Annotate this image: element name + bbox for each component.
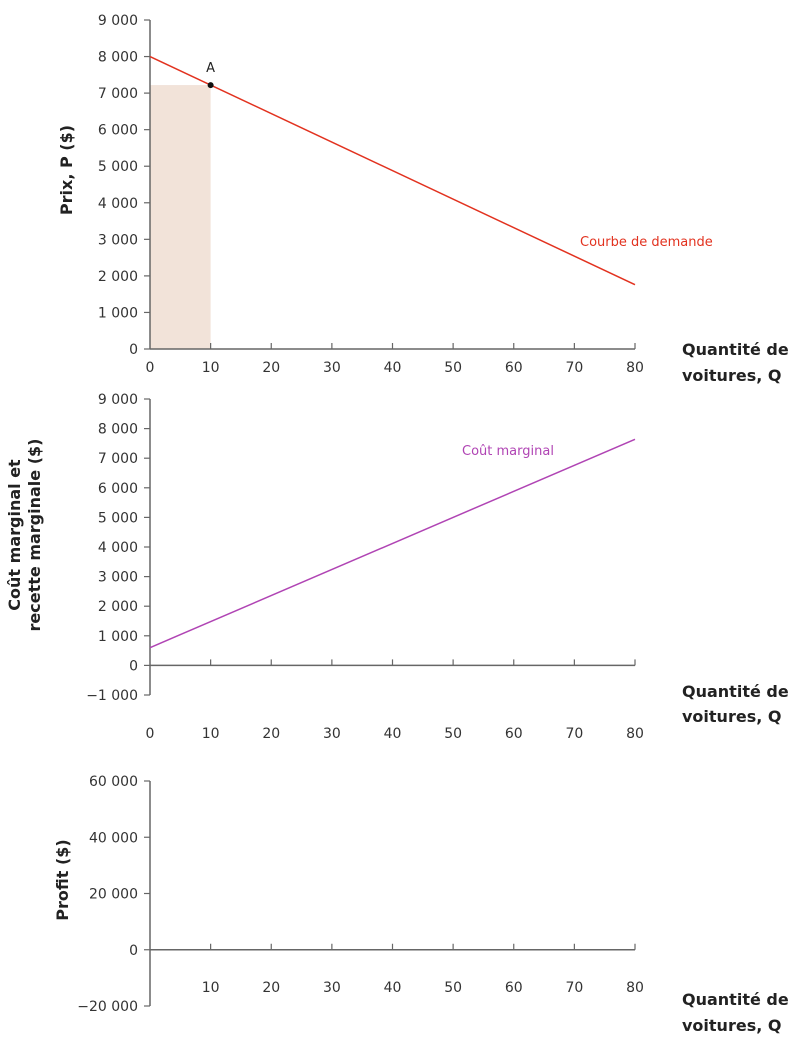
point-marker: [207, 82, 214, 89]
y-tick-label: 9 000: [98, 392, 138, 408]
x-tick-label: 20: [262, 726, 280, 742]
x-tick-label: 60: [505, 360, 523, 376]
y-tick-label: 40 000: [89, 830, 138, 846]
x-tick-label: 60: [505, 726, 523, 742]
x-tick-label: 20: [262, 360, 280, 376]
y-tick-label: 20 000: [89, 887, 138, 903]
y-tick-label: 0: [129, 658, 138, 674]
revenue-area: [150, 85, 211, 350]
y-tick-label: 3 000: [98, 232, 138, 248]
x-axis-label: voitures, Q: [682, 366, 781, 385]
y-tick-label: 2 000: [98, 269, 138, 285]
y-tick-label: 6 000: [98, 481, 138, 497]
x-tick-label: 30: [323, 980, 341, 996]
y-tick-label: −20 000: [77, 999, 138, 1015]
x-tick-label: 70: [565, 360, 583, 376]
y-tick-label: 8 000: [98, 422, 138, 438]
x-tick-label: 40: [384, 360, 402, 376]
x-tick-label: 10: [202, 980, 220, 996]
x-tick-label: 0: [146, 360, 155, 376]
y-tick-label: 60 000: [89, 774, 138, 790]
x-tick-label: 40: [384, 726, 402, 742]
y-tick-label: 7 000: [98, 451, 138, 467]
y-tick-label: 4 000: [98, 540, 138, 556]
x-axis-label: Quantité de: [682, 990, 789, 1009]
y-tick-label: 2 000: [98, 599, 138, 615]
y-tick-label: 7 000: [98, 86, 138, 102]
y-tick-label: 0: [129, 943, 138, 959]
y-axis-label: Prix, P ($): [57, 125, 76, 215]
point-label: A: [206, 61, 215, 76]
x-tick-label: 70: [565, 726, 583, 742]
x-tick-label: 60: [505, 980, 523, 996]
y-tick-label: 6 000: [98, 123, 138, 139]
y-axis-label: Profit ($): [53, 839, 72, 920]
y-tick-label: 1 000: [98, 629, 138, 645]
x-tick-label: 10: [202, 360, 220, 376]
x-axis-label: voitures, Q: [682, 707, 781, 726]
y-axis-label: Coût marginal et: [5, 459, 24, 611]
y-tick-label: 5 000: [98, 159, 138, 175]
x-tick-label: 80: [626, 360, 644, 376]
y-tick-label: 1 000: [98, 305, 138, 321]
y-tick-label: 5 000: [98, 510, 138, 526]
y-tick-label: 9 000: [98, 13, 138, 29]
y-tick-label: 3 000: [98, 570, 138, 586]
y-tick-label: 8 000: [98, 50, 138, 66]
x-tick-label: 40: [384, 980, 402, 996]
x-axis-label: voitures, Q: [682, 1016, 781, 1035]
y-tick-label: 0: [129, 342, 138, 358]
x-tick-label: 0: [146, 726, 155, 742]
x-tick-label: 70: [565, 980, 583, 996]
series-line: [149, 438, 636, 649]
y-tick-label: 4 000: [98, 196, 138, 212]
y-tick-label: −1 000: [86, 688, 138, 704]
x-tick-label: 50: [444, 360, 462, 376]
x-axis-label: Quantité de: [682, 340, 789, 359]
y-axis-label: recette marginale ($): [25, 439, 44, 632]
x-tick-label: 50: [444, 726, 462, 742]
x-tick-label: 10: [202, 726, 220, 742]
series-line: [149, 55, 636, 286]
series-label: Coût marginal: [462, 444, 554, 459]
x-tick-label: 80: [626, 980, 644, 996]
x-tick-label: 20: [262, 980, 280, 996]
x-axis-label: Quantité de: [682, 682, 789, 701]
x-tick-label: 80: [626, 726, 644, 742]
series-label: Courbe de demande: [580, 235, 713, 250]
x-tick-label: 30: [323, 726, 341, 742]
x-tick-label: 50: [444, 980, 462, 996]
x-tick-label: 30: [323, 360, 341, 376]
